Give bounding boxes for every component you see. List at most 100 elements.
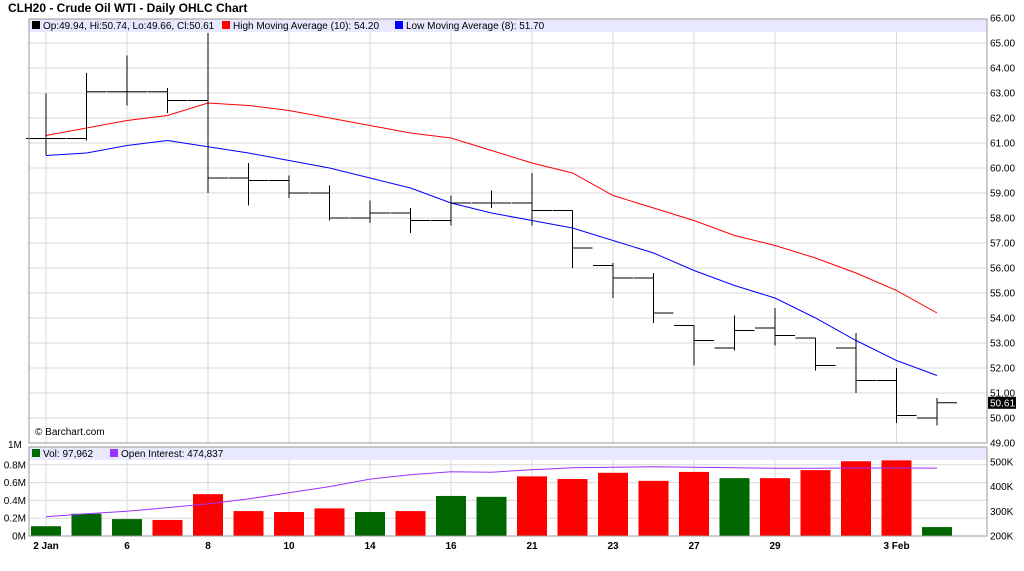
volume-bar xyxy=(112,519,142,536)
ohlc-bar xyxy=(714,315,755,351)
ohlc-bar xyxy=(512,173,552,226)
ohlc-legend-swatch xyxy=(32,21,40,29)
ohlc-bar xyxy=(795,337,836,371)
volume-bar xyxy=(476,496,507,536)
ohlc-bar xyxy=(876,368,917,423)
volume-bar xyxy=(638,480,669,536)
volume-bar xyxy=(922,527,952,536)
price-tick-label: 49.00 xyxy=(990,439,1015,450)
volume-bar xyxy=(152,519,183,536)
volume-corner-label: 1M xyxy=(8,440,22,451)
high-ma-line xyxy=(45,102,938,314)
volume-bar xyxy=(71,513,102,536)
x-tick-label: 16 xyxy=(445,541,457,552)
ohlc-bar xyxy=(350,200,390,223)
ohlc-bar xyxy=(390,208,431,233)
volume-tick-label: 0.4M xyxy=(4,496,26,507)
axes: 49.00 50.00 51.00 52.00 53.00 54.00 55.00 56.00… xyxy=(4,14,1016,553)
price-tick-label: 51.00 xyxy=(990,389,1015,400)
price-tick-label: 63.00 xyxy=(990,89,1015,100)
vol-legend-swatch xyxy=(32,449,40,457)
ohlc-bar xyxy=(26,93,66,155)
low-ma-line xyxy=(45,139,938,376)
volume-bar xyxy=(314,508,345,536)
price-tick-label: 65.00 xyxy=(990,39,1015,50)
x-tick-label: 2 Jan xyxy=(33,541,59,552)
volume-bar xyxy=(598,472,628,536)
ohlc-bar xyxy=(66,73,107,141)
volume-legend-bg xyxy=(29,447,987,460)
volume-bar xyxy=(760,478,790,536)
last-price-label: 50.61 xyxy=(990,398,1015,409)
x-tick-label: 21 xyxy=(526,541,538,552)
high-ma-legend-swatch xyxy=(222,21,230,29)
oi-tick-label: 400K xyxy=(990,482,1014,493)
ohlc-bar xyxy=(593,263,633,298)
ohlc-bar xyxy=(269,175,309,198)
price-tick-label: 57.00 xyxy=(990,239,1015,250)
volume-tick-label: 0.2M xyxy=(4,514,26,525)
oi-tick-label: 200K xyxy=(990,532,1014,543)
price-tick-label: 59.00 xyxy=(990,189,1015,200)
ohlc-bar xyxy=(836,333,876,393)
price-tick-label: 55.00 xyxy=(990,289,1015,300)
last-price-marker: 50.61 xyxy=(988,396,1016,409)
vol-legend-text: Vol: 97,962 xyxy=(43,449,93,460)
oi-tick-label: 500K xyxy=(990,457,1014,468)
volume-legend: Vol: 97,962 Open Interest: 474,837 xyxy=(29,447,987,460)
ohlc-bar xyxy=(674,325,714,366)
chart-title: CLH20 - Crude Oil WTI - Daily OHLC Chart xyxy=(8,1,248,15)
volume-layer xyxy=(31,460,952,536)
ohlc-bar xyxy=(107,55,147,106)
price-tick-label: 54.00 xyxy=(990,314,1015,325)
x-tick-label: 8 xyxy=(205,541,211,552)
ohlc-bar xyxy=(309,185,350,221)
x-tick-label: 14 xyxy=(364,541,376,552)
price-legend: Op:49.94, Hi:50.74, Lo:49.66, Cl:50.61 H… xyxy=(29,19,987,32)
open-interest-line xyxy=(45,466,938,518)
x-tick-label: 27 xyxy=(688,541,700,552)
volume-tick-label: 0.8M xyxy=(4,460,26,471)
high-ma-legend-text: High Moving Average (10): 54.20 xyxy=(233,21,379,32)
x-tick-label: 6 xyxy=(124,541,130,552)
volume-bar xyxy=(679,471,709,536)
x-tick-label: 10 xyxy=(283,541,295,552)
ohlc-bar xyxy=(228,163,269,206)
price-layer xyxy=(26,33,957,426)
price-tick-label: 61.00 xyxy=(990,139,1015,150)
oi-legend-text: Open Interest: 474,837 xyxy=(121,449,224,460)
x-tick-label: 29 xyxy=(769,541,781,552)
ohlc-bar xyxy=(633,273,674,323)
ohlc-bar xyxy=(431,195,471,226)
ohlc-bar xyxy=(147,88,188,113)
watermark: © Barchart.com xyxy=(35,427,105,438)
volume-bar xyxy=(517,476,547,536)
price-panel-frame xyxy=(28,18,988,444)
last-price-box xyxy=(988,396,1016,409)
ohlc-bar xyxy=(188,33,228,193)
price-tick-label: 53.00 xyxy=(990,339,1015,350)
volume-bar xyxy=(881,460,912,536)
volume-bar xyxy=(274,511,304,536)
ohlc-bar xyxy=(552,210,593,268)
low-ma-legend-text: Low Moving Average (8): 51.70 xyxy=(406,21,545,32)
oi-legend-swatch xyxy=(110,449,118,457)
volume-bar xyxy=(719,478,750,536)
oi-tick-label: 300K xyxy=(990,507,1014,518)
price-tick-label: 60.00 xyxy=(990,164,1015,175)
volume-bar xyxy=(233,511,264,536)
price-tick-label: 58.00 xyxy=(990,214,1015,225)
ohlc-bar xyxy=(917,398,957,426)
price-legend-bg xyxy=(29,19,987,32)
volume-tick-label: 0.6M xyxy=(4,478,26,489)
volume-bar xyxy=(436,495,466,536)
price-tick-label: 64.00 xyxy=(990,64,1015,75)
volume-panel-frame xyxy=(28,446,988,537)
low-ma-legend-swatch xyxy=(395,21,403,29)
price-grid xyxy=(29,32,987,443)
price-tick-label: 56.00 xyxy=(990,264,1015,275)
price-tick-label: 52.00 xyxy=(990,364,1015,375)
price-tick-label: 62.00 xyxy=(990,114,1015,125)
